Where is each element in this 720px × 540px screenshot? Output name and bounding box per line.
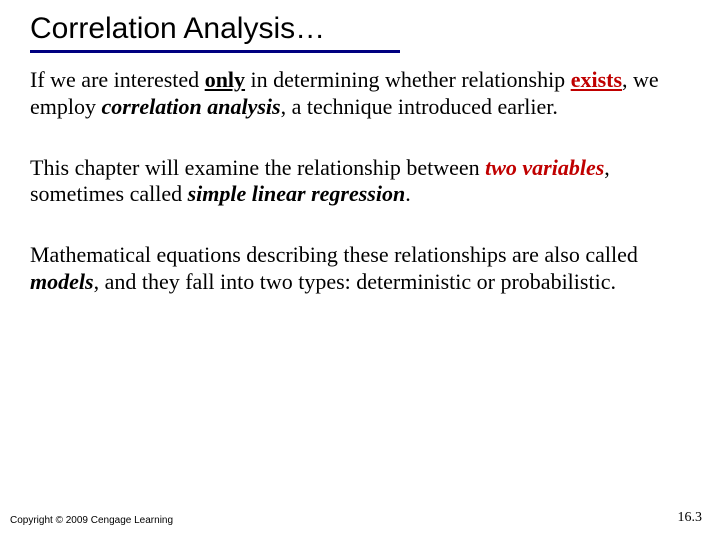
p1-text-1: If we are interested xyxy=(30,67,205,92)
p2-text-1: This chapter will examine the relationsh… xyxy=(30,155,485,180)
p2-two-variables: two variables xyxy=(485,155,604,180)
p1-correlation-analysis: correlation analysis xyxy=(102,94,281,119)
slide-container: Correlation Analysis… If we are interest… xyxy=(0,0,720,540)
footer: Copyright © 2009 Cengage Learning 16.3 xyxy=(10,510,702,526)
p3-text-2: , and they fall into two types: determin… xyxy=(94,269,616,294)
p2-simple-linear-regression: simple linear regression xyxy=(188,181,406,206)
page-number: 16.3 xyxy=(678,510,703,526)
p1-exists: exists xyxy=(571,67,622,92)
paragraph-1: If we are interested only in determining… xyxy=(30,67,690,121)
p1-text-4: , a technique introduced earlier. xyxy=(281,94,558,119)
paragraph-2: This chapter will examine the relationsh… xyxy=(30,155,690,209)
p3-text-1: Mathematical equations describing these … xyxy=(30,242,638,267)
p3-models: models xyxy=(30,269,94,294)
p1-only: only xyxy=(205,67,245,92)
title-underline xyxy=(30,50,400,53)
paragraph-3: Mathematical equations describing these … xyxy=(30,242,690,296)
p2-text-3: . xyxy=(405,181,411,206)
copyright-text: Copyright © 2009 Cengage Learning xyxy=(10,515,173,526)
page-title: Correlation Analysis… xyxy=(30,12,690,48)
p1-text-2: in determining whether relationship xyxy=(245,67,571,92)
